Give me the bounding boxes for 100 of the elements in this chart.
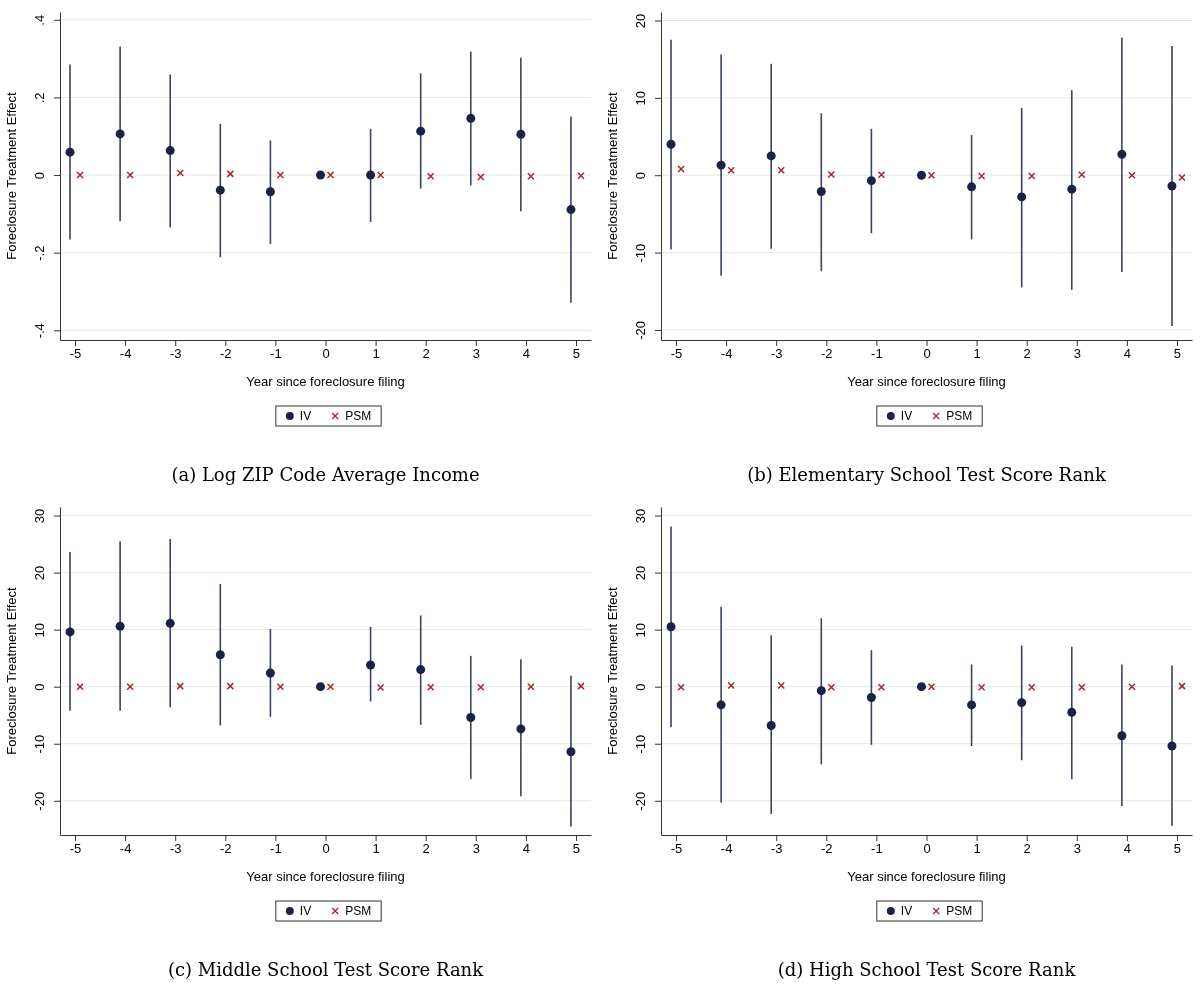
y-tick-label: -20: [633, 321, 648, 340]
point: [1167, 741, 1177, 751]
point: [416, 126, 426, 136]
point: [1117, 731, 1127, 741]
x-tick-label: 0: [923, 346, 931, 362]
x-tick-label: 5: [572, 841, 581, 857]
x-tick-label: -2: [821, 841, 833, 857]
point: [466, 712, 476, 722]
x-tick-label: 2: [422, 841, 430, 857]
point: [165, 146, 175, 156]
point: [866, 693, 876, 703]
y-tick-label: 30: [32, 508, 47, 524]
x-tick-label: 0: [322, 841, 330, 857]
point: [716, 700, 726, 710]
point: [416, 665, 426, 675]
x-tick-label: -5: [670, 841, 683, 857]
y-tick-label: -10: [32, 734, 47, 754]
x-tick-label: 1: [973, 841, 981, 857]
x-tick-label: 1: [372, 346, 380, 362]
x-tick-label: 2: [422, 346, 430, 362]
x-axis-title: Year since foreclosure filing: [847, 374, 1006, 389]
text: (b) Elementary School Test Score Rank: [747, 464, 1107, 485]
x-tick-label: -5: [69, 346, 82, 362]
point: [777, 166, 785, 174]
x-tick-label: 3: [1073, 346, 1081, 362]
x-tick-label: -3: [169, 841, 182, 857]
legend-label: PSM: [946, 409, 973, 424]
x-tick-label: -1: [871, 346, 883, 362]
x-tick-label: -1: [871, 841, 883, 857]
x-tick-label: -2: [220, 841, 232, 857]
point: [1027, 683, 1036, 692]
point: [516, 724, 526, 734]
point: [816, 186, 826, 196]
point: [477, 683, 485, 692]
legend-label: IV: [299, 904, 312, 919]
x-tick-label: 5: [1173, 346, 1182, 362]
point: [466, 113, 476, 123]
x-tick-label: 3: [1073, 841, 1081, 857]
y-tick-label: 20: [32, 565, 47, 581]
point: [115, 621, 125, 631]
x-tick-label: -2: [220, 346, 232, 362]
y-tick-label: 20: [633, 565, 648, 581]
x-tick-label: 0: [322, 346, 330, 362]
point: [165, 618, 175, 628]
point: [967, 700, 977, 710]
y-tick-label: -10: [633, 243, 648, 263]
y-axis-title: Foreclosure Treatment Effect: [4, 91, 19, 260]
x-axis-title: Year since foreclosure filing: [246, 374, 405, 389]
x-tick-label: 1: [973, 346, 981, 362]
point: [426, 683, 435, 692]
point: [1017, 698, 1027, 708]
point: [816, 686, 826, 696]
text: (a) Log ZIP Code Average Income: [171, 464, 480, 485]
point: [1078, 683, 1086, 692]
legend-label: IV: [900, 904, 913, 919]
x-tick-label: 4: [1123, 346, 1131, 362]
point: [566, 747, 576, 757]
point: [366, 170, 376, 180]
point: [566, 205, 576, 215]
point: [516, 129, 526, 139]
x-tick-label: 2: [1023, 346, 1031, 362]
y-tick-label: 10: [633, 622, 648, 638]
x-tick-label: -1: [270, 841, 282, 857]
x-tick-label: -3: [770, 346, 783, 362]
point: [215, 185, 225, 195]
x-tick-label: -5: [670, 346, 683, 362]
point: [766, 151, 776, 161]
point: [265, 187, 275, 197]
point: [1117, 149, 1127, 159]
point: [366, 660, 376, 670]
x-tick-label: -3: [169, 346, 182, 362]
y-tick-label: 0: [32, 683, 47, 691]
x-tick-label: 3: [472, 346, 480, 362]
point: [766, 720, 776, 730]
text: (c) Middle School Test Score Rank: [167, 959, 485, 980]
x-tick-label: 4: [522, 346, 530, 362]
x-tick-label: 2: [1023, 841, 1031, 857]
x-tick-label: -1: [270, 346, 282, 362]
y-tick-label: .4: [32, 14, 47, 26]
point: [967, 182, 977, 192]
y-tick-label: 20: [633, 13, 648, 29]
y-tick-label: -10: [633, 734, 648, 754]
x-tick-label: 4: [522, 841, 530, 857]
x-tick-label: 1: [372, 841, 380, 857]
x-tick-label: 4: [1123, 841, 1131, 857]
y-tick-label: 0: [633, 172, 648, 180]
point: [115, 129, 125, 139]
y-axis-title: Foreclosure Treatment Effect: [605, 91, 620, 260]
point: [265, 668, 275, 678]
point: [65, 627, 75, 637]
x-tick-label: -4: [119, 346, 132, 362]
point: [727, 166, 735, 174]
point: [866, 176, 876, 186]
y-tick-label: -20: [633, 791, 648, 811]
point: [315, 170, 325, 180]
point: [677, 165, 685, 173]
y-tick-label: 0: [32, 171, 47, 180]
y-axis-title: Foreclosure Treatment Effect: [605, 586, 620, 755]
x-tick-label: 3: [472, 841, 480, 857]
point: [1067, 707, 1077, 717]
